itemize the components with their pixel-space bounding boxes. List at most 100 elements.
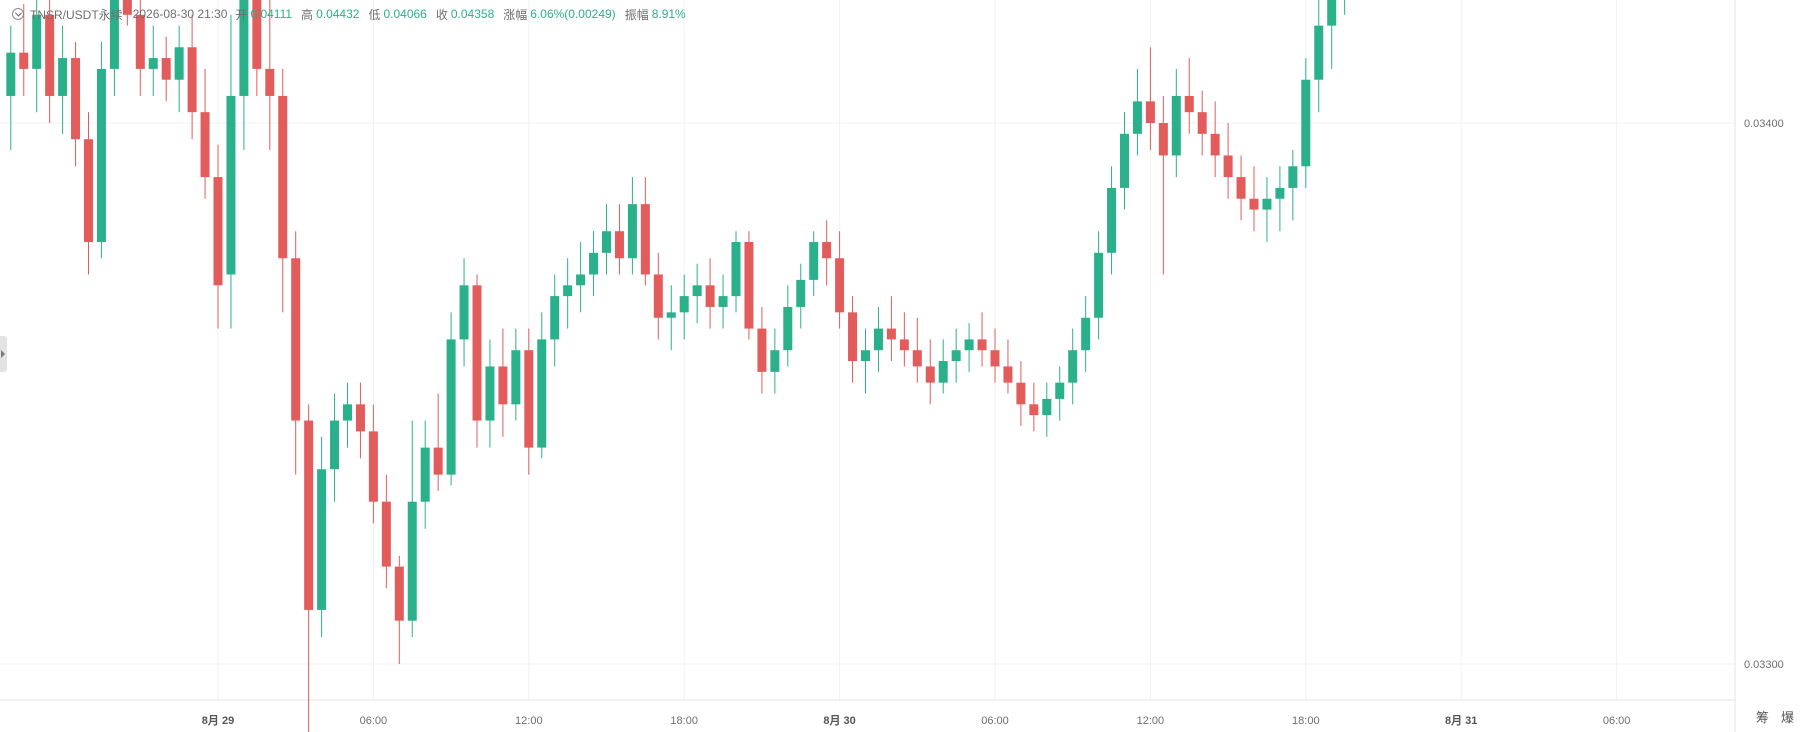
candle [472, 274, 482, 448]
candle [1055, 366, 1065, 421]
candle [58, 25, 68, 134]
candle [1249, 166, 1259, 232]
candle [614, 204, 624, 275]
candle-body [343, 404, 352, 421]
candle [1107, 166, 1117, 275]
candle-body [796, 279, 806, 307]
candle-body [96, 68, 106, 243]
candle [19, 3, 29, 96]
ohlc-legend: TNSR/USDT永续 2026-08-30 21:30 开 0.04111 高… [12, 5, 695, 23]
candle [265, 0, 275, 151]
candle-body [1236, 177, 1246, 199]
open-label: 开 [235, 7, 248, 22]
candle-body [498, 366, 508, 405]
candle-body [1003, 366, 1013, 383]
candle-body [213, 177, 223, 286]
candle-body [705, 285, 715, 307]
candle [796, 263, 806, 329]
candle-body [1197, 112, 1207, 134]
candle-body [809, 242, 819, 280]
candle-body [6, 52, 16, 96]
candle [1016, 361, 1026, 426]
candle-body [433, 447, 443, 475]
candle-body [744, 242, 754, 329]
candle [420, 420, 430, 529]
candle [1301, 58, 1311, 188]
grid-lines [0, 0, 1735, 700]
candle-body [977, 339, 987, 351]
candle [653, 252, 663, 340]
candle [459, 258, 469, 367]
candle [498, 328, 508, 437]
candle-body [1249, 198, 1259, 210]
candle-body [485, 366, 495, 421]
x-tick-label: 06:00 [981, 715, 1009, 727]
left-panel-expand-handle[interactable] [0, 336, 7, 372]
y-tick-label: 0.03300 [1744, 659, 1784, 671]
candle-body [835, 258, 845, 313]
candle [925, 339, 935, 405]
candle-body [757, 328, 767, 372]
candle-body [731, 242, 741, 297]
candle [1262, 177, 1272, 243]
candle-body [1068, 350, 1078, 383]
candle-body [770, 350, 780, 372]
candle [1132, 68, 1142, 156]
candle [187, 14, 197, 140]
candle-body [640, 204, 650, 275]
corner-tools: 筹 爆 [1748, 707, 1794, 726]
candle [1145, 47, 1155, 151]
candle [1029, 382, 1039, 432]
candle-body [32, 14, 42, 69]
x-tick-label: 12:00 [1137, 715, 1165, 727]
candle-body [951, 350, 961, 362]
candle-body [563, 285, 573, 297]
chip-distribution-icon[interactable]: 筹 [1755, 711, 1769, 726]
candle [627, 177, 637, 275]
candle-body [45, 14, 55, 96]
candle-body [135, 14, 145, 69]
collapse-toggle-icon[interactable] [12, 8, 24, 20]
candle-body [666, 312, 676, 318]
candle [1327, 0, 1337, 69]
x-tick-label: 8月 30 [823, 714, 855, 727]
candle [1042, 382, 1052, 437]
candle [640, 177, 650, 286]
candle [32, 0, 42, 113]
candle-body [355, 404, 365, 432]
candle [161, 36, 171, 102]
candle [135, 0, 145, 96]
candle-body [964, 339, 974, 351]
candle [174, 25, 184, 113]
candle-body [252, 0, 262, 69]
candle [964, 323, 974, 372]
candle [524, 328, 534, 475]
candle [291, 231, 301, 475]
candle [122, 0, 132, 26]
liquidation-icon[interactable]: 爆 [1780, 711, 1794, 726]
candle-body [459, 285, 469, 340]
x-tick-label: 12:00 [515, 715, 543, 727]
candle [835, 231, 845, 329]
candle-body [1081, 317, 1091, 351]
x-tick-label: 8月 29 [202, 714, 234, 727]
low-value: 0.04066 [383, 7, 427, 21]
x-tick-label: 18:00 [1292, 715, 1320, 727]
candle-body [1288, 166, 1298, 188]
candle-body [1184, 95, 1194, 113]
candle-body [407, 501, 417, 621]
x-tick-label: 18:00 [670, 715, 698, 727]
candle-body [1029, 404, 1039, 416]
candle [757, 306, 767, 394]
candle [511, 328, 521, 421]
candle [1288, 150, 1298, 221]
candle [1184, 58, 1194, 134]
candle-body [1094, 252, 1104, 318]
candle-body [692, 285, 702, 297]
candle [938, 339, 948, 394]
candle-body [109, 0, 119, 69]
candle-body [122, 0, 132, 15]
candle [861, 328, 870, 394]
